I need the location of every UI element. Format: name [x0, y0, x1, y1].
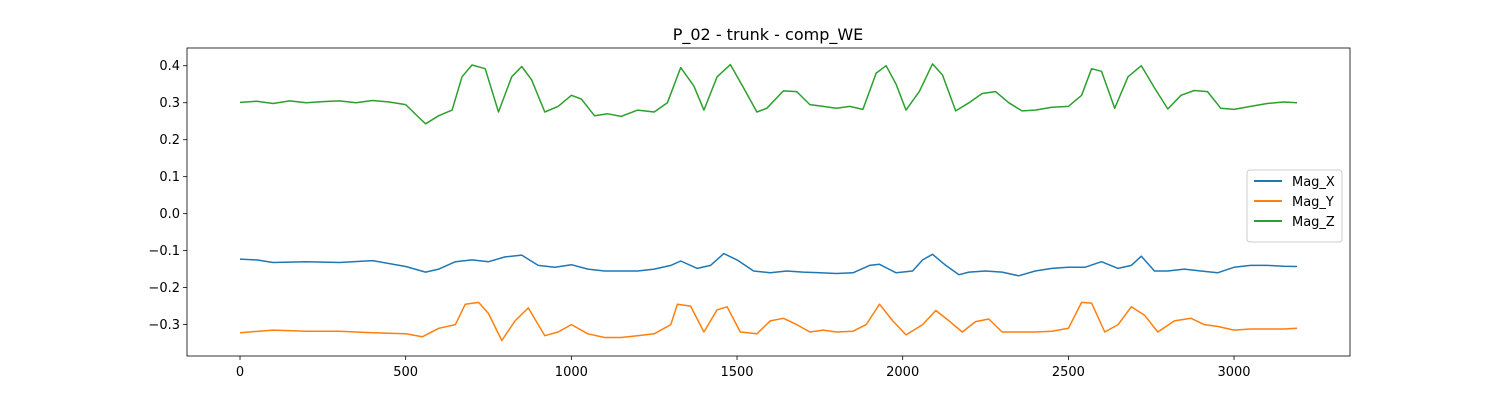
legend: Mag_X Mag_Y Mag_Z	[1246, 169, 1343, 243]
x-tick-label: 2500	[1052, 365, 1085, 380]
y-tick-label: 0.1	[159, 170, 180, 185]
series-line-mag_y	[239, 301, 1298, 342]
chart-title: P_02 - trunk - comp_WE	[673, 25, 864, 45]
y-tick-label: −0.1	[148, 244, 180, 259]
y-tick-label: −0.2	[148, 281, 180, 296]
x-tick-label: 500	[393, 365, 418, 380]
x-tick-label: 2000	[886, 365, 919, 380]
series-line-mag_z	[239, 63, 1298, 125]
axes: 0 500 1000 1500 2000 2500 3000 −0.3 −0.2 −0.1 0.0 0…	[148, 47, 1351, 380]
legend-box	[1246, 169, 1343, 243]
x-tick-label: 1000	[555, 365, 588, 380]
legend-label-mag_x: Mag_X	[1292, 175, 1335, 190]
plot-area	[239, 63, 1298, 342]
y-tick-label: 0.4	[159, 59, 180, 74]
x-tick-label: 1500	[720, 365, 753, 380]
x-tick-label: 3000	[1217, 365, 1250, 380]
y-tick-label: 0.3	[159, 96, 180, 111]
axes-frame	[186, 47, 1351, 357]
series-line-mag_x	[239, 252, 1298, 277]
y-tick-label: −0.3	[148, 318, 180, 333]
legend-label-mag_y: Mag_Y	[1292, 195, 1334, 210]
legend-label-mag_z: Mag_Z	[1292, 215, 1335, 230]
x-tick-label: 0	[236, 365, 244, 380]
y-tick-label: 0.0	[159, 207, 180, 222]
y-tick-label: 0.2	[159, 133, 180, 148]
